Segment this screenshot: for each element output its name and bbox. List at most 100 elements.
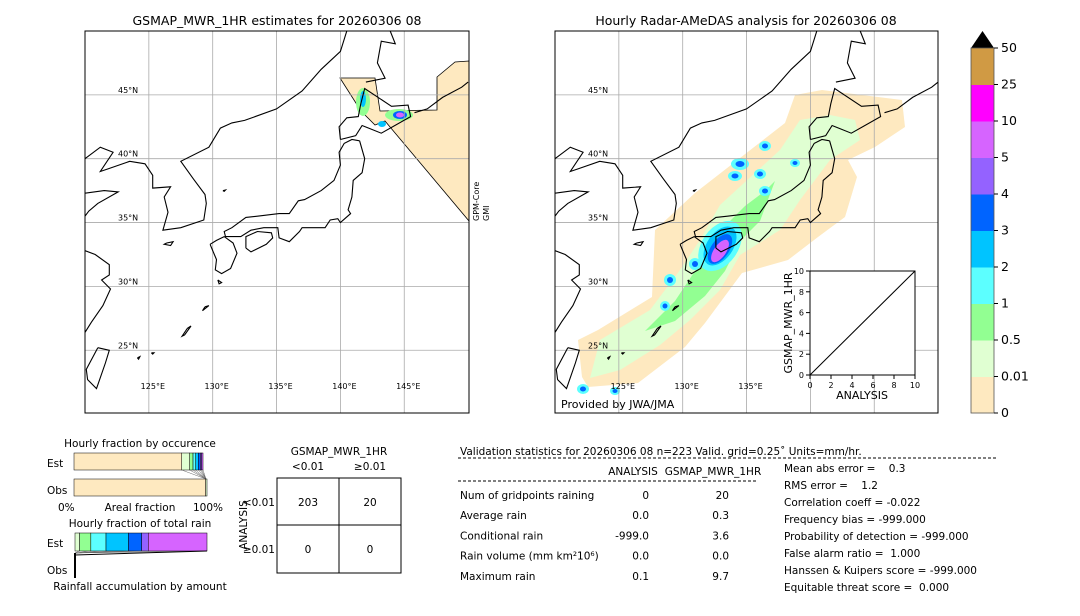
contingency-cell: 0 [305, 544, 312, 556]
colorbar-tick-label: 4 [1001, 186, 1009, 201]
stats-col-gsmap: GSMAP_MWR_1HR [665, 466, 761, 478]
score-line: Mean abs error = 0.3 [784, 463, 905, 475]
right-map-lat-labels: 45°N 40°N 35°N 30°N 25°N [588, 86, 608, 350]
occurrence-obs-label: Obs [47, 485, 67, 497]
stat-label: Average rain [460, 510, 527, 522]
left-map-frame [84, 30, 470, 414]
rain-cell [580, 386, 586, 392]
fan-line [189, 469, 207, 480]
colorbar-tick-label: 5 [1001, 150, 1009, 165]
coastline [245, 230, 274, 253]
colorbar-tick-label: 3 [1001, 223, 1009, 238]
rain-cell [612, 389, 618, 393]
occurrence-xtick-0: 0% [58, 502, 75, 514]
right-map-coastlines [555, 31, 938, 390]
coastline [715, 230, 744, 253]
lon-label: 125°E [611, 382, 635, 391]
stat-gsmap-value: 0.0 [712, 551, 729, 563]
scatter-ytick-label: 10 [794, 267, 804, 276]
occurrence-xlabel: Areal fraction [105, 502, 176, 514]
rain-cell [662, 303, 668, 309]
score-line: Hanssen & Kuipers score = -999.000 [784, 565, 977, 577]
bar-segment [73, 452, 182, 471]
lat-label: 25°N [118, 341, 138, 350]
coastline [679, 235, 708, 275]
right-map-frame [554, 30, 939, 414]
stat-gsmap-value: 3.6 [712, 530, 729, 542]
stat-analysis-value: 0.1 [632, 571, 649, 583]
bar-segment [195, 452, 199, 471]
rain-cell [731, 173, 739, 179]
fan-line [74, 550, 208, 556]
bar-segment [205, 478, 208, 497]
stats-header: Validation statistics for 20260306 08 n=… [460, 446, 862, 458]
coastline [85, 250, 112, 333]
stat-label: Conditional rain [460, 530, 543, 542]
rain-cell [792, 161, 798, 165]
lat-label: 45°N [588, 86, 608, 95]
scatter-one-to-one-line [809, 270, 916, 376]
right-map-lon-labels: 125°E 130°E 135°E [611, 382, 763, 391]
scatter-xtick-label: 8 [891, 381, 896, 390]
lat-label: 35°N [588, 214, 608, 223]
colorbar-segment [971, 303, 994, 341]
coastline [222, 189, 228, 192]
coastline [338, 87, 412, 141]
fan-line [181, 469, 207, 480]
coastline [650, 325, 662, 338]
coastline [136, 355, 142, 361]
scatter-ytick-label: 0 [799, 371, 804, 380]
lon-label: 135°E [268, 382, 292, 391]
left-map-lon-labels: 125°E 130°E 135°E 140°E 145°E [141, 382, 421, 391]
colorbar-segment [971, 267, 994, 304]
coastline [555, 31, 818, 231]
coastline [555, 347, 580, 390]
left-map-coastlines [85, 31, 469, 390]
colorbar-segment [971, 157, 994, 195]
lat-label: 40°N [588, 150, 608, 159]
coastline [151, 352, 156, 355]
colorbar-segment [971, 376, 994, 414]
contingency-col-title: GSMAP_MWR_1HR [291, 446, 387, 458]
colorbar: 0 0.01 0.5 1 2 3 4 5 10 25 50 [970, 31, 1029, 420]
scatter-ytick-label: 8 [799, 288, 804, 297]
coastline [632, 240, 645, 247]
scatter-ytick-label: 6 [799, 309, 804, 318]
coastline [835, 31, 867, 83]
contingency-cell: 203 [298, 497, 318, 509]
contingency-row-header-1: <0.01 [243, 497, 275, 509]
right-map [555, 31, 938, 413]
coastline [365, 31, 397, 83]
scatter-ticks: 00 2 2 4 4 6 6 8 8 10 10 [794, 267, 920, 390]
colorbar-tick-label: 25 [1001, 77, 1017, 92]
scatter-ytick-label: 4 [799, 329, 804, 338]
left-map-gridlines [85, 31, 469, 413]
data-credit: Provided by JWA/JMA [561, 398, 675, 411]
bar-segment [148, 532, 208, 552]
coastline [202, 305, 210, 312]
bar-segment [128, 532, 142, 552]
fan-line [202, 469, 207, 480]
stat-analysis-value: 0.0 [632, 510, 649, 522]
lon-label: 140°E [332, 382, 356, 391]
occurrence-est-label: Est [47, 458, 63, 470]
bar-segment [201, 452, 204, 471]
coastline [606, 355, 612, 361]
left-map-title: GSMAP_MWR_1HR estimates for 20260306 08 [133, 13, 422, 28]
coastline [884, 81, 938, 114]
coastline [85, 31, 348, 231]
coastline [162, 240, 175, 247]
stat-gsmap-value: 9.7 [712, 571, 729, 583]
score-line: Probability of detection = -999.000 [784, 531, 969, 543]
fan-line [192, 469, 207, 480]
stat-gsmap-value: 0.3 [712, 510, 729, 522]
rain-cell [667, 277, 673, 283]
rain-cell [692, 261, 698, 267]
lon-label: 145°E [396, 382, 420, 391]
left-map-lat-labels: 45°N 40°N 35°N 30°N 25°N [118, 86, 138, 350]
bar-segment [141, 532, 149, 552]
colorbar-tick-label: 10 [1001, 113, 1017, 128]
contingency-col-header-1: <0.01 [292, 461, 324, 473]
colorbar-tick-label: 0.01 [1001, 369, 1029, 384]
